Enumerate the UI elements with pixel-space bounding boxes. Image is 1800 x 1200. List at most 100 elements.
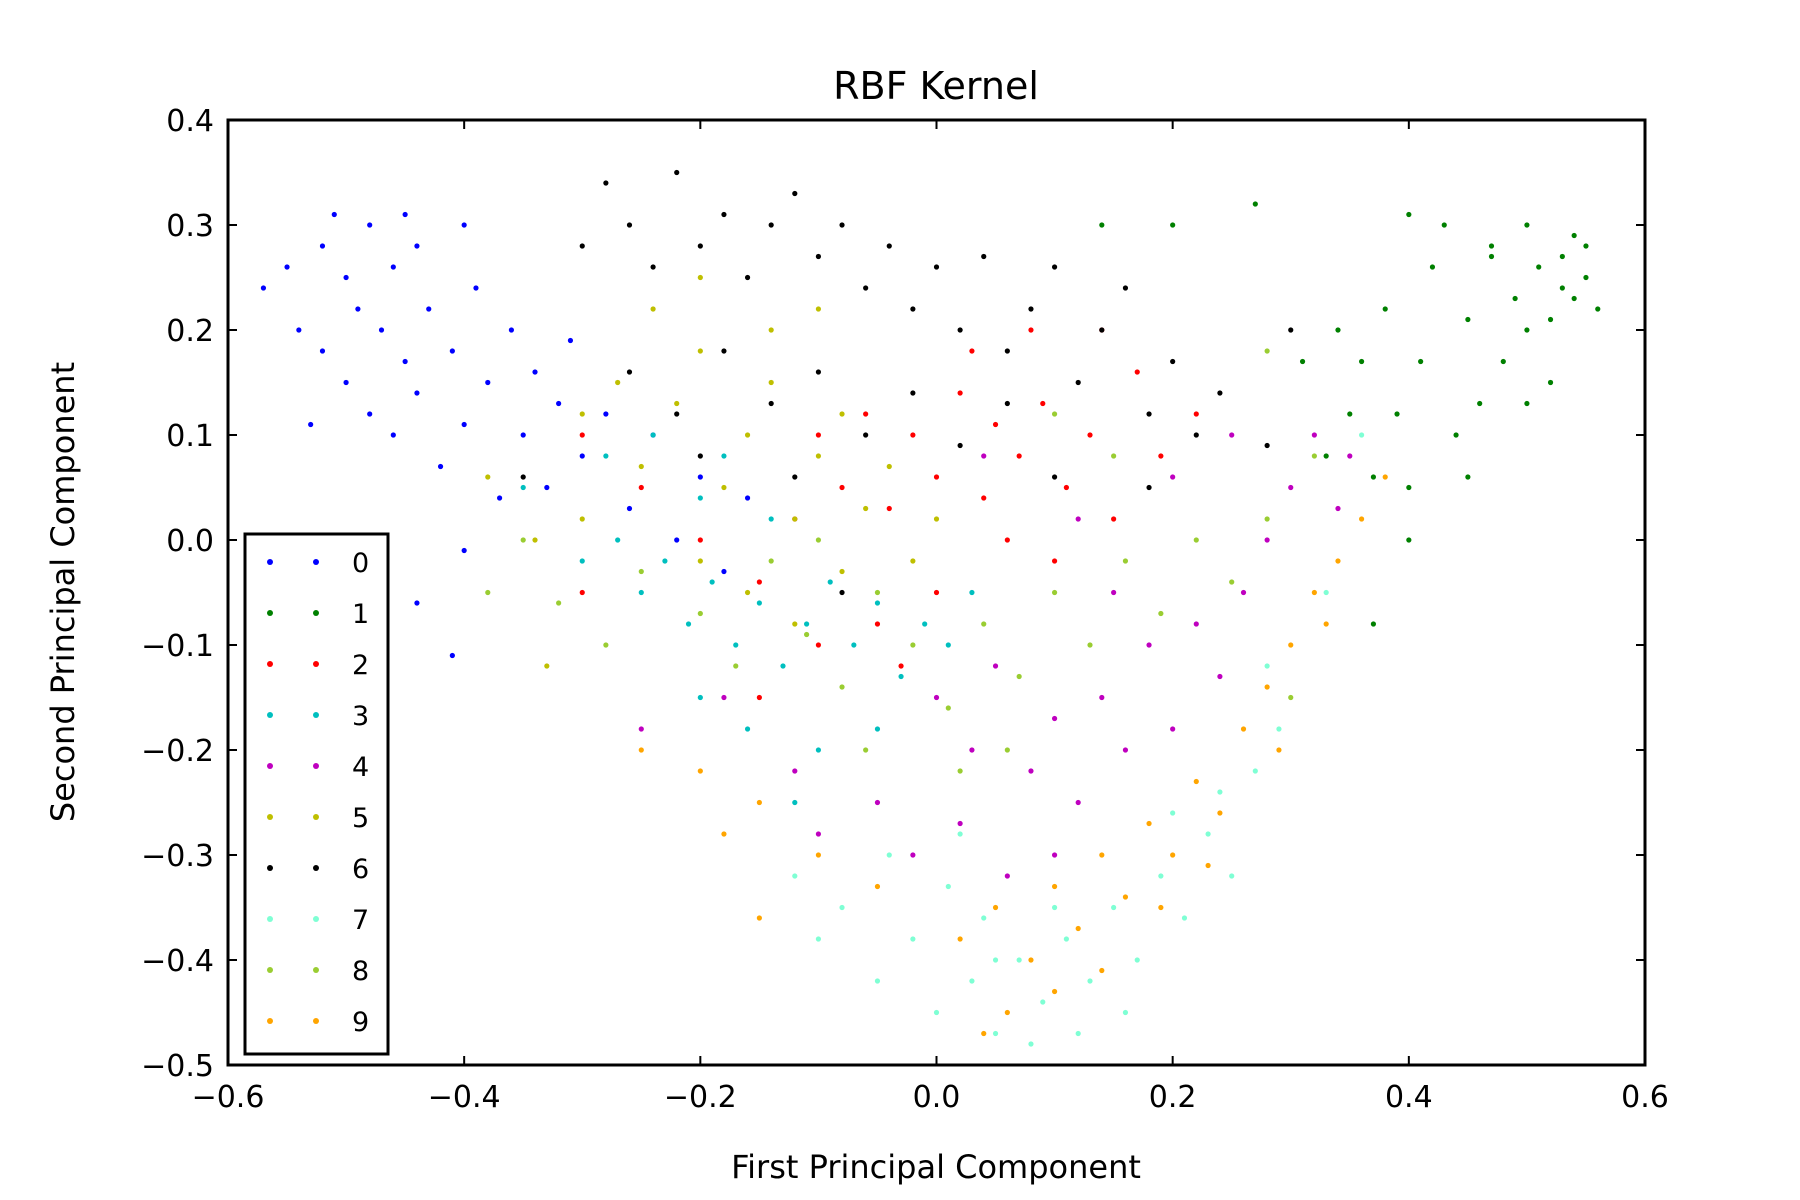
data-point [544,663,550,669]
data-point [485,474,491,480]
data-point [863,411,869,417]
legend-marker [267,1018,273,1024]
data-point [520,474,526,480]
chart-title: RBF Kernel [833,64,1039,108]
data-point [957,936,963,942]
data-point [508,327,514,333]
data-point [1099,852,1105,858]
data-point [697,537,703,543]
legend-marker [313,661,319,667]
data-point [1004,1009,1010,1016]
data-point [1370,621,1377,627]
data-point [839,222,845,228]
data-point [981,495,987,501]
data-point [520,537,526,543]
x-tick-label: −0.6 [192,1080,265,1115]
data-point [1004,400,1010,407]
y-tick-label: −0.1 [141,629,214,664]
data-point [874,978,881,984]
data-point [390,432,396,438]
data-point [721,348,727,354]
data-point [638,463,644,470]
data-point [626,222,633,228]
data-point [1087,432,1093,438]
data-point [910,852,916,858]
y-tick-label: 0.4 [166,104,214,139]
data-point [284,264,290,270]
legend-label: 7 [352,905,369,936]
data-point [1111,904,1117,911]
data-point [768,379,774,386]
x-axis-label: First Principal Component [731,1148,1141,1186]
data-point [1547,379,1554,386]
data-point [1205,831,1211,837]
data-point [733,642,739,648]
legend-label: 1 [352,599,369,630]
data-point [1028,1041,1034,1047]
data-point [1559,285,1565,291]
data-point [1453,432,1459,438]
data-point [449,652,455,659]
data-point [1276,726,1282,732]
data-point [1170,852,1176,858]
data-point [1359,358,1365,365]
data-point [496,495,503,501]
data-point [1051,715,1058,722]
data-point [1429,264,1436,270]
legend-marker [267,712,273,718]
data-point [1087,978,1093,984]
data-point [1158,453,1164,459]
data-point [744,589,751,596]
series-6-points [520,169,1294,596]
data-point [390,264,396,270]
data-point [839,904,845,911]
data-point [886,243,892,249]
data-point [1122,894,1129,900]
data-point [1040,999,1046,1005]
legend-label: 5 [352,803,369,834]
data-point [1016,957,1022,963]
data-point [839,589,845,596]
data-point [945,642,951,648]
data-point [933,1009,940,1016]
data-point [1536,264,1542,270]
data-point [1099,222,1105,228]
data-point [874,726,881,732]
data-point [697,274,703,281]
data-point [992,1030,999,1037]
data-point [1299,358,1306,365]
data-point [933,474,940,480]
data-point [520,484,526,491]
data-point [1583,274,1589,281]
data-point [626,369,633,375]
data-point [1205,862,1211,869]
data-point [992,957,999,963]
data-point [1028,768,1034,774]
data-point [1323,621,1329,627]
data-point [1524,327,1530,333]
data-point [1075,516,1081,522]
data-point [1051,474,1058,480]
data-point [414,600,420,606]
data-point [1217,789,1223,795]
data-point [556,600,562,606]
data-point [1004,747,1010,753]
legend-label: 8 [352,956,369,987]
data-point [426,306,432,312]
data-point [603,453,609,459]
data-point [1347,453,1353,459]
data-point [910,306,916,312]
data-point [815,432,822,438]
data-point [1099,967,1105,974]
y-tick-label: 0.3 [166,209,214,244]
data-point [815,537,822,543]
data-point [1559,253,1565,260]
data-point [579,516,585,522]
data-point [1288,327,1294,333]
data-point [874,883,881,890]
data-point [756,915,762,921]
data-point [603,180,609,186]
x-tick-label: 0.2 [1149,1080,1197,1115]
data-point [910,642,916,648]
legend-label: 9 [352,1007,369,1038]
